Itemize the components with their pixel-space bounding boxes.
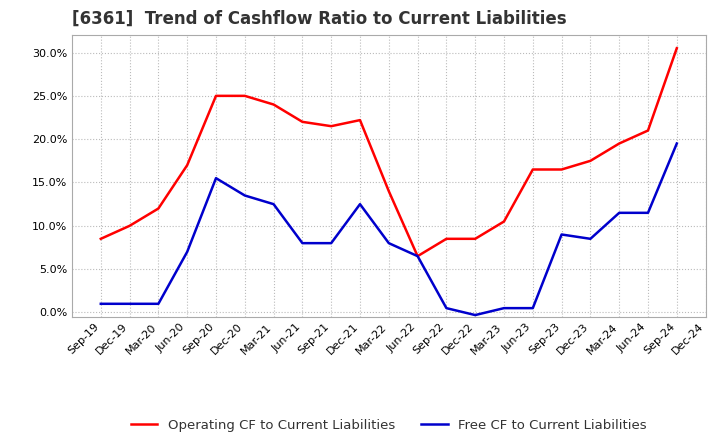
- Operating CF to Current Liabilities: [96, 236, 105, 242]
- Operating CF to Current Liabilities: [615, 141, 624, 146]
- Free CF to Current Liabilities: [384, 241, 393, 246]
- Free CF to Current Liabilities: [557, 232, 566, 237]
- Free CF to Current Liabilities: [125, 301, 134, 306]
- Free CF to Current Liabilities: [471, 312, 480, 318]
- Operating CF to Current Liabilities: [327, 124, 336, 129]
- Operating CF to Current Liabilities: [586, 158, 595, 164]
- Free CF to Current Liabilities: [672, 141, 681, 146]
- Operating CF to Current Liabilities: [125, 223, 134, 228]
- Line: Operating CF to Current Liabilities: Operating CF to Current Liabilities: [101, 48, 677, 256]
- Free CF to Current Liabilities: [212, 176, 220, 181]
- Operating CF to Current Liabilities: [471, 236, 480, 242]
- Free CF to Current Liabilities: [413, 253, 422, 259]
- Operating CF to Current Liabilities: [644, 128, 652, 133]
- Operating CF to Current Liabilities: [269, 102, 278, 107]
- Free CF to Current Liabilities: [327, 241, 336, 246]
- Free CF to Current Liabilities: [269, 202, 278, 207]
- Line: Free CF to Current Liabilities: Free CF to Current Liabilities: [101, 143, 677, 315]
- Free CF to Current Liabilities: [96, 301, 105, 306]
- Operating CF to Current Liabilities: [500, 219, 508, 224]
- Free CF to Current Liabilities: [298, 241, 307, 246]
- Free CF to Current Liabilities: [528, 305, 537, 311]
- Operating CF to Current Liabilities: [413, 253, 422, 259]
- Operating CF to Current Liabilities: [557, 167, 566, 172]
- Operating CF to Current Liabilities: [442, 236, 451, 242]
- Free CF to Current Liabilities: [183, 249, 192, 254]
- Operating CF to Current Liabilities: [672, 46, 681, 51]
- Text: [6361]  Trend of Cashflow Ratio to Current Liabilities: [6361] Trend of Cashflow Ratio to Curren…: [72, 10, 567, 28]
- Free CF to Current Liabilities: [644, 210, 652, 216]
- Operating CF to Current Liabilities: [154, 206, 163, 211]
- Operating CF to Current Liabilities: [212, 93, 220, 99]
- Free CF to Current Liabilities: [356, 202, 364, 207]
- Operating CF to Current Liabilities: [356, 117, 364, 123]
- Free CF to Current Liabilities: [240, 193, 249, 198]
- Free CF to Current Liabilities: [442, 305, 451, 311]
- Operating CF to Current Liabilities: [528, 167, 537, 172]
- Free CF to Current Liabilities: [615, 210, 624, 216]
- Free CF to Current Liabilities: [500, 305, 508, 311]
- Operating CF to Current Liabilities: [240, 93, 249, 99]
- Operating CF to Current Liabilities: [298, 119, 307, 125]
- Free CF to Current Liabilities: [586, 236, 595, 242]
- Operating CF to Current Liabilities: [183, 162, 192, 168]
- Operating CF to Current Liabilities: [384, 188, 393, 194]
- Legend: Operating CF to Current Liabilities, Free CF to Current Liabilities: Operating CF to Current Liabilities, Fre…: [125, 414, 652, 437]
- Free CF to Current Liabilities: [154, 301, 163, 306]
